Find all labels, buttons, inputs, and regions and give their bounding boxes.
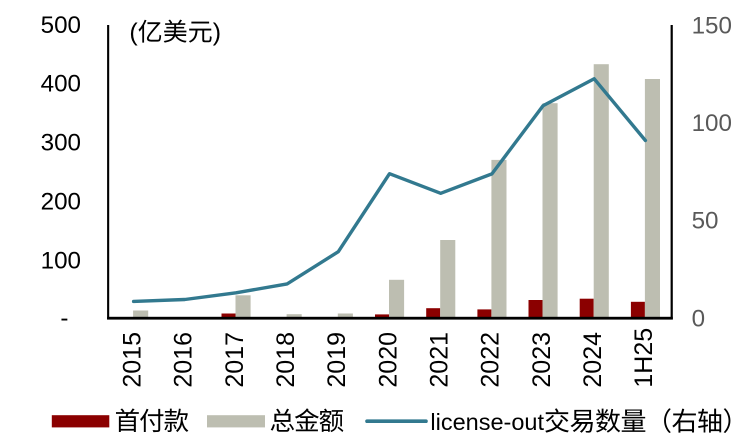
- svg-text:2021: 2021: [426, 332, 454, 388]
- svg-text:2017: 2017: [221, 332, 249, 388]
- svg-text:500: 500: [41, 12, 81, 39]
- svg-text:200: 200: [41, 189, 81, 216]
- svg-text:2022: 2022: [477, 332, 505, 388]
- svg-text:100: 100: [41, 247, 81, 274]
- svg-text:2019: 2019: [323, 332, 351, 388]
- svg-text:license-out: license-out: [430, 409, 544, 435]
- svg-text:(: (: [129, 19, 138, 47]
- svg-text:2018: 2018: [272, 332, 300, 388]
- svg-text:100: 100: [692, 110, 732, 137]
- svg-text:2024: 2024: [579, 332, 607, 388]
- svg-text:-: -: [60, 305, 68, 332]
- svg-text:2023: 2023: [528, 332, 556, 388]
- svg-text:300: 300: [41, 130, 81, 157]
- svg-text:): ): [213, 19, 221, 47]
- svg-text:2015: 2015: [118, 332, 146, 388]
- svg-text:0: 0: [692, 305, 705, 332]
- svg-text:1H25: 1H25: [630, 328, 658, 388]
- svg-text:50: 50: [692, 208, 719, 235]
- svg-text:2016: 2016: [170, 332, 198, 388]
- svg-text:400: 400: [41, 71, 81, 98]
- svg-text:150: 150: [692, 12, 732, 39]
- svg-text:2020: 2020: [374, 332, 402, 388]
